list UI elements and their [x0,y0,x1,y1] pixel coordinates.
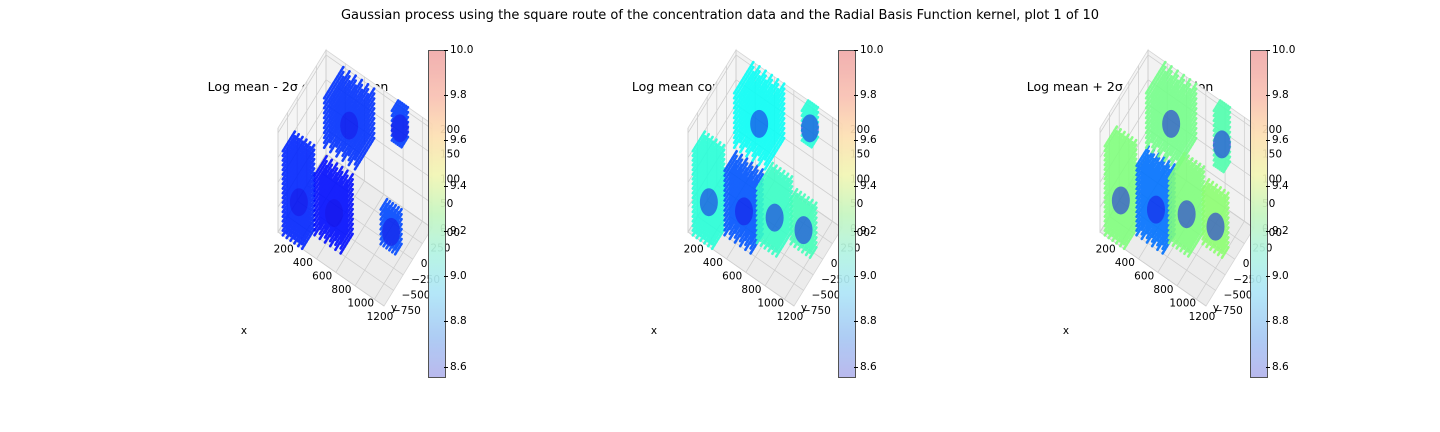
colorbar-tick-label: 9.0 [1266,270,1289,283]
x-tick-label: 200 [684,244,704,256]
colorbar-tick-label: 9.2 [444,224,467,237]
x-tick-label: 800 [1153,284,1173,296]
y-tick-label: 0 [1243,258,1250,270]
colorbar-tick-label: 9.8 [1266,89,1289,102]
y-axis-label: y [1213,302,1219,314]
colorbar-tick-label: 9.6 [854,134,877,147]
colorbar-tick-label: 8.8 [854,315,877,328]
x-tick-label: 1200 [1189,311,1216,323]
axes-3d: 20040060080010001200−750−500−25002505000… [651,48,870,337]
figure-suptitle: Gaussian process using the square route … [340,8,1100,23]
colorbar-tick-label: 8.6 [444,360,467,373]
data-cluster [1201,178,1230,259]
colorbar-tick-label: 10.0 [853,44,884,56]
x-tick-label: 400 [703,257,723,269]
data-cluster [379,197,403,256]
x-tick-label: 1200 [367,311,394,323]
data-cluster [281,129,317,251]
x-tick-label: 200 [274,244,294,256]
colorbar-tick-label: 9.4 [854,179,877,192]
data-cluster [1167,151,1206,258]
colorbar-tick-label: 9.4 [444,179,467,192]
x-tick-label: 600 [1134,271,1154,283]
colorbar-tick-label: 9.8 [444,89,467,102]
x-tick-label: 1000 [347,298,374,310]
data-cluster [691,129,727,251]
colorbar-tick-label: 10.0 [1265,44,1296,56]
y-tick-label: 0 [831,258,838,270]
colorbar-tick-label: 9.2 [854,224,877,237]
panel-mean: Log mean concentration 200 400 600 800 1000 1… [590,0,1030,432]
data-cluster [1144,60,1198,171]
x-tick-label: 800 [741,284,761,296]
data-cluster [322,65,376,171]
colorbar-tick-label: 9.0 [444,270,467,283]
y-tick-label: −750 [802,305,831,317]
colorbar-tick-label: 8.8 [444,315,467,328]
colorbar-tick-label: 9.6 [444,134,467,147]
data-cluster [755,161,794,258]
data-cluster [800,99,820,149]
y-tick-label: −500 [402,289,431,301]
x-axis-label: x [241,325,247,337]
colorbar-tick-label: 9.6 [1266,134,1289,147]
x-tick-label: 1000 [757,298,784,310]
x-tick-label: 1000 [1169,298,1196,310]
x-tick-label: 400 [293,257,313,269]
data-cluster [1212,99,1232,174]
x-tick-label: 800 [331,284,351,296]
data-cluster [732,60,786,171]
y-tick-label: −750 [392,305,421,317]
x-tick-label: 600 [312,271,332,283]
x-tick-label: 600 [722,271,742,283]
axes-3d: 20040060080010001200−750−500−25002505000… [241,48,460,337]
panel-upper: Log mean + 2σ concentration 200 400 600 800… [1002,0,1440,432]
x-tick-label: 1200 [777,311,804,323]
colorbar-tick-label: 8.6 [854,360,877,373]
y-tick-label: −500 [812,289,841,301]
data-cluster [789,187,818,259]
y-tick-label: −750 [1214,305,1243,317]
y-tick-label: 0 [421,258,428,270]
colorbar [1250,50,1268,378]
colorbar-tick-label: 9.4 [1266,179,1289,192]
colorbar-tick-label: 10.0 [443,44,474,56]
x-tick-label: 400 [1115,257,1135,269]
x-axis-label: x [1063,325,1069,337]
colorbar-tick-label: 8.8 [1266,315,1289,328]
colorbar-tick-label: 9.8 [854,89,877,102]
colorbar-tick-label: 9.0 [854,270,877,283]
colorbar [838,50,856,378]
x-axis-label: x [651,325,657,337]
data-cluster [313,153,355,255]
y-axis-label: y [801,302,807,314]
data-cluster [1103,124,1139,251]
axes-3d: 20040060080010001200−750−500−25002505000… [1063,48,1282,337]
colorbar [428,50,446,378]
data-cluster [390,99,410,149]
y-axis-label: y [391,302,397,314]
colorbar-tick-label: 8.6 [1266,360,1289,373]
panel-lower: Log mean - 2σ concentration 200 400 600 800… [180,0,620,432]
x-tick-label: 200 [1096,244,1116,256]
colorbar-tick-label: 9.2 [1266,224,1289,237]
y-tick-label: −500 [1224,289,1253,301]
